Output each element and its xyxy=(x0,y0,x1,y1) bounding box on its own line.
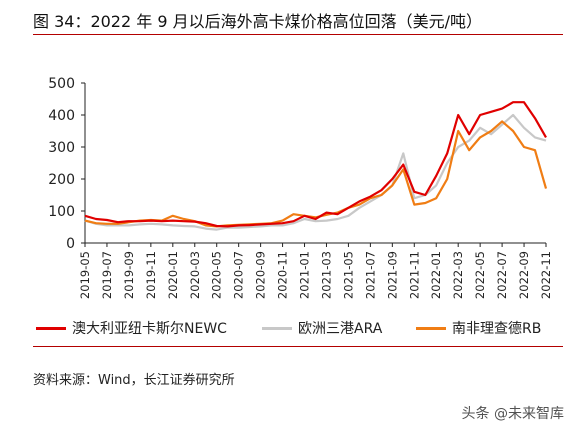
x-tick-label: 2020-07 xyxy=(232,251,246,299)
x-tick-labels: 2019-05 2019-07 2019-09 2019-11 2020-01 2020-… xyxy=(78,243,553,299)
legend-label-newc: 澳大利亚纽卡斯尔NEWC xyxy=(72,321,227,337)
x-tick-label: 2021-01 xyxy=(298,251,312,299)
x-tick-label: 2019-11 xyxy=(144,251,158,299)
x-tick-label: 2022-03 xyxy=(451,251,465,299)
title-divider xyxy=(33,34,563,35)
legend-item-rb: 南非理查德RB xyxy=(416,318,541,338)
x-tick-label: 2020-11 xyxy=(276,251,290,299)
legend-label-ara: 欧洲三港ARA xyxy=(298,321,383,337)
x-tick-label: 2022-07 xyxy=(495,251,509,299)
x-tick-label: 2020-01 xyxy=(166,251,180,299)
x-tick-label: 2019-07 xyxy=(100,251,114,299)
x-tick-label: 2019-09 xyxy=(122,251,136,299)
legend-label-rb: 南非理查德RB xyxy=(452,321,542,337)
x-tick-label: 2022-11 xyxy=(539,251,553,299)
legend-item-newc: 澳大利亚纽卡斯尔NEWC xyxy=(36,318,227,338)
y-tick-label: 400 xyxy=(48,108,75,124)
chart-title: 图 34：2022 年 9 月以后海外高卡煤价格高位回落（美元/吨） xyxy=(33,12,482,31)
source-note: 资料来源：Wind，长江证券研究所 xyxy=(33,373,235,388)
series-line-ara xyxy=(84,113,547,231)
series-line-rb xyxy=(84,120,548,228)
y-tick-label: 200 xyxy=(48,172,75,188)
legend: 澳大利亚纽卡斯尔NEWC 欧洲三港ARA 南非理查德RB xyxy=(36,318,566,338)
x-tick-label: 2020-05 xyxy=(210,251,224,299)
x-tick-label: 2021-07 xyxy=(363,251,377,299)
x-tick-label: 2022-01 xyxy=(429,251,443,299)
series-line-newc xyxy=(84,101,547,228)
legend-swatch-newc xyxy=(36,326,66,330)
series-lines xyxy=(84,101,548,231)
source-divider xyxy=(33,346,563,347)
x-tick-label: 2020-09 xyxy=(254,251,268,299)
legend-swatch-rb xyxy=(416,326,446,330)
x-tick-label: 2020-03 xyxy=(188,251,202,299)
x-tick-label: 2021-03 xyxy=(319,251,333,299)
x-tick-label: 2022-05 xyxy=(473,251,487,299)
watermark: 头条 @未来智库 xyxy=(461,406,564,422)
y-tick-label: 500 xyxy=(48,76,75,92)
x-tick-label: 2021-09 xyxy=(385,251,399,299)
y-tick-labels: 0 100 200 300 400 500 xyxy=(48,76,85,252)
x-tick-label: 2019-05 xyxy=(78,251,92,299)
x-tick-label: 2021-05 xyxy=(341,251,355,299)
y-tick-label: 100 xyxy=(48,204,75,220)
x-tick-label: 2022-09 xyxy=(517,251,531,299)
x-tick-label: 2021-11 xyxy=(407,251,421,299)
y-tick-label: 300 xyxy=(48,140,75,156)
legend-swatch-ara xyxy=(262,326,292,330)
y-tick-label: 0 xyxy=(66,236,75,252)
legend-item-ara: 欧洲三港ARA xyxy=(262,318,382,338)
